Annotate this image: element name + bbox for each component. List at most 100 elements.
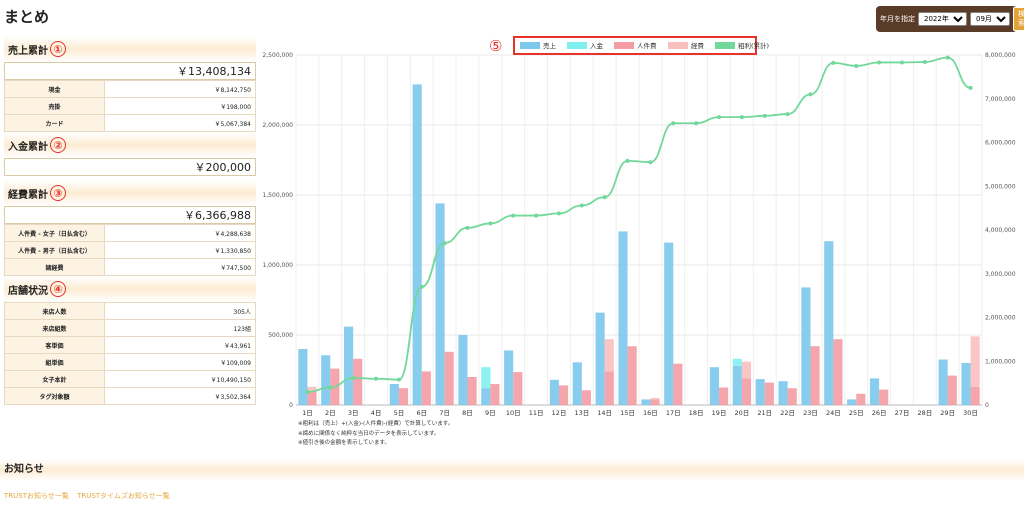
x-tick: 2日	[325, 409, 336, 417]
bar-売上	[732, 365, 742, 405]
note-line: ※粗利は（売上）+(入金)-(人件費)-(経費）で計算しています。	[298, 421, 454, 427]
notice-link[interactable]: TRUSTお知らせ一覧	[4, 492, 69, 500]
bar-人件費	[970, 386, 980, 405]
bar-売上	[778, 381, 788, 405]
bar-経費	[604, 339, 614, 372]
row-value: ￥4,288,638	[104, 224, 256, 242]
row-value: ￥747,500	[104, 258, 256, 276]
table-row: 来店人数 305人	[4, 302, 256, 320]
marker-4: ④	[50, 281, 66, 297]
point-profit	[739, 115, 744, 120]
bar-売上	[664, 242, 674, 405]
row-value: 123組	[104, 319, 256, 337]
marker-5: ⑤	[489, 37, 502, 55]
deposit-title: 入金累計	[8, 141, 48, 153]
x-tick: 19日	[712, 409, 727, 417]
point-profit	[854, 63, 859, 68]
point-profit	[899, 60, 904, 65]
notice-links: TRUSTお知らせ一覧 TRUSTタイムズお知らせ一覧	[4, 491, 176, 501]
point-profit	[419, 284, 424, 289]
table-row: 売掛 ￥198,000	[4, 97, 256, 115]
deposit-section-header: 入金累計 ②	[4, 132, 256, 158]
point-profit	[465, 225, 470, 230]
expense-section-header: 経費累計 ③	[4, 180, 256, 206]
point-profit	[717, 115, 722, 120]
bar-売上	[435, 203, 445, 405]
table-row: 人件費 - 女子（日払含む） ￥4,288,638	[4, 224, 256, 242]
point-profit	[762, 113, 767, 118]
x-tick: 12日	[552, 409, 567, 417]
legend-label: 経費	[691, 41, 705, 50]
bar-売上	[321, 355, 331, 405]
x-tick: 6日	[416, 409, 427, 417]
point-profit	[694, 121, 699, 126]
bar-人件費	[947, 375, 957, 405]
x-tick: 17日	[666, 409, 681, 417]
bar-売上	[801, 287, 811, 405]
legend-swatch	[614, 42, 634, 49]
bar-人件費	[810, 346, 820, 405]
point-profit	[534, 213, 539, 218]
legend-swatch	[715, 42, 735, 49]
table-row: タグ対象額 ￥3,502,364	[4, 387, 256, 405]
row-label: 客単価	[4, 336, 105, 354]
table-row: 現金 ￥8,142,750	[4, 80, 256, 98]
x-tick: 1日	[302, 409, 313, 417]
page-title: まとめ	[4, 8, 50, 26]
bar-人件費	[741, 378, 752, 405]
bar-人件費	[467, 377, 477, 405]
point-profit	[579, 203, 584, 208]
expense-total: ￥6,366,988	[4, 206, 256, 224]
bar-人件費	[650, 399, 660, 405]
y-tick-left: 2,000,000	[262, 122, 293, 129]
row-label: カード	[4, 114, 105, 132]
bar-売上	[755, 379, 765, 405]
y-tick-right: 6,000,000	[985, 140, 1016, 147]
point-profit	[396, 377, 401, 382]
note-line: ※締めに関係なく純粋な当日のデータを表示しています。	[298, 430, 440, 437]
table-row: 組単価 ￥109,009	[4, 353, 256, 371]
x-tick: 15日	[620, 409, 635, 417]
bar-人件費	[719, 387, 729, 405]
x-tick: 22日	[780, 409, 795, 417]
point-profit	[968, 85, 973, 90]
point-profit	[556, 211, 561, 216]
bar-人件費	[581, 390, 591, 405]
sales-section-header: 売上累計 ①	[4, 36, 256, 62]
x-tick: 10日	[506, 409, 521, 417]
legend-swatch	[567, 42, 587, 49]
y-tick-left: 1,000,000	[262, 262, 293, 269]
x-tick: 13日	[574, 409, 589, 417]
bar-人件費	[444, 351, 454, 405]
point-profit	[922, 60, 927, 64]
x-tick: 3日	[348, 409, 359, 417]
bar-売上	[961, 363, 971, 405]
notice-link[interactable]: TRUSTタイムズお知らせ一覧	[77, 492, 170, 500]
x-tick: 4日	[371, 409, 382, 417]
point-profit	[374, 376, 379, 381]
x-tick: 23日	[803, 409, 818, 417]
bar-人件費	[421, 371, 431, 405]
bar-経費	[741, 361, 752, 379]
summary-panel: 売上累計 ① ￥13,408,134 現金 ￥8,142,750 売掛 ￥198,00…	[4, 36, 256, 405]
bar-人件費	[673, 363, 683, 405]
x-tick: 11日	[529, 409, 544, 417]
point-profit	[785, 112, 790, 117]
row-label: 売掛	[4, 97, 105, 115]
bar-人件費	[764, 382, 774, 405]
bar-経費	[307, 386, 317, 391]
row-label: 組単価	[4, 353, 105, 371]
x-tick: 28日	[917, 409, 932, 417]
point-profit	[831, 60, 836, 65]
search-button[interactable]: 検索	[1013, 7, 1024, 31]
point-profit	[648, 160, 653, 165]
table-row: 来店組数 123組	[4, 319, 256, 337]
bar-売上	[549, 379, 559, 405]
expense-title: 経費累計	[8, 189, 48, 201]
chart-svg: 0 500,000 1,000,000 1,500,000 2,000,000 2,500…	[262, 36, 1016, 417]
y-tick-right: 3,000,000	[985, 271, 1016, 278]
month-select[interactable]: 09月	[970, 12, 1010, 26]
year-select[interactable]: 2022年	[918, 12, 967, 26]
bar-売上	[595, 312, 605, 405]
bar-人件費	[627, 346, 637, 405]
